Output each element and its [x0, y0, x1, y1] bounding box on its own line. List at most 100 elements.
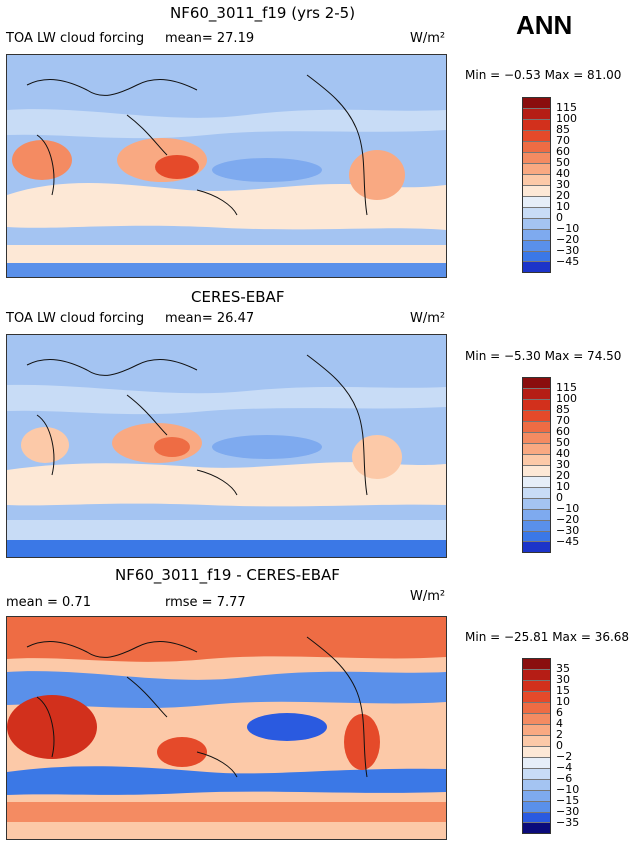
tick-label: 35	[556, 662, 570, 675]
tick-label: 50	[556, 436, 570, 449]
coastlines	[26, 74, 368, 216]
tick-label: −10	[556, 783, 580, 796]
northern-warm-band	[7, 617, 446, 662]
colorbar-swatch	[523, 230, 550, 241]
amazon-anomaly	[344, 714, 380, 770]
tick-label: −30	[556, 244, 580, 257]
tick-label: 30	[556, 178, 570, 191]
panel-1-mean: mean= 27.19	[165, 31, 255, 46]
panel-1-colorbar	[522, 97, 551, 273]
tick-label: 10	[556, 695, 570, 708]
panel-3-colorbar	[522, 658, 551, 834]
colorbar-swatch	[523, 389, 550, 400]
colorbar-swatch	[523, 521, 550, 532]
colorbar-swatch	[523, 164, 550, 175]
warm-pool-core	[155, 155, 199, 179]
colorbar-swatch	[523, 692, 550, 703]
tick-label: 40	[556, 167, 570, 180]
colorbar-swatch	[523, 813, 550, 823]
antarctic-band	[7, 540, 446, 557]
colorbar-swatch	[523, 400, 550, 411]
panel-3-title: NF60_3011_f19 - CERES-EBAF	[115, 566, 340, 584]
tick-label: −20	[556, 233, 580, 246]
tick-label: −45	[556, 255, 580, 268]
colorbar-swatch	[523, 758, 550, 769]
coastlines	[26, 354, 368, 496]
pacific-subtropics	[212, 435, 322, 459]
tick-label: 2	[556, 728, 563, 741]
colorbar-swatch	[523, 109, 550, 120]
tick-label: 0	[556, 491, 563, 504]
panel-3-units: W/m²	[410, 589, 446, 604]
colorbar-swatch	[523, 714, 550, 725]
tick-label: 100	[556, 112, 577, 125]
tick-label: 50	[556, 156, 570, 169]
colorbar-swatch	[523, 681, 550, 692]
colorbar-swatch	[523, 252, 550, 262]
colorbar-swatch	[523, 466, 550, 477]
tick-label: 30	[556, 673, 570, 686]
tick-label: 85	[556, 123, 570, 136]
tick-label: 20	[556, 469, 570, 482]
pacific-subtropics	[212, 158, 322, 182]
season-label: ANN	[516, 10, 573, 40]
tick-label: −10	[556, 222, 580, 235]
africa-convection	[21, 427, 69, 463]
tick-label: −2	[556, 750, 573, 763]
panel-2-variable: TOA LW cloud forcing	[6, 311, 145, 326]
colorbar-swatch	[523, 725, 550, 736]
africa-anomaly	[7, 695, 97, 759]
tick-label: 100	[556, 392, 577, 405]
tick-label: 0	[556, 211, 563, 224]
panel-1-minmax: Min = −0.53 Max = 81.00	[465, 68, 622, 82]
colorbar-swatch	[523, 659, 550, 670]
colorbar-swatch	[523, 175, 550, 186]
antarctic-band	[7, 263, 446, 277]
colorbar-swatch	[523, 510, 550, 521]
tick-label: 4	[556, 717, 563, 730]
panel-3-minmax: Min = −25.81 Max = 36.68	[465, 630, 630, 644]
pacific-cold-anomaly	[247, 713, 327, 741]
colorbar-swatch	[523, 823, 550, 833]
colorbar-swatch	[523, 378, 550, 389]
colorbar-swatch	[523, 703, 550, 714]
northern-band	[7, 109, 446, 139]
northern-cold-band	[7, 671, 446, 708]
tick-label: 70	[556, 414, 570, 427]
tick-label: 60	[556, 145, 570, 158]
colorbar-swatch	[523, 736, 550, 747]
tick-label: 15	[556, 684, 570, 697]
colorbar-swatch	[523, 153, 550, 164]
colorbar-swatch	[523, 142, 550, 153]
colorbar-swatch	[523, 120, 550, 131]
panel-1-map	[6, 54, 447, 278]
tropical-band	[7, 183, 446, 230]
panel-2-minmax: Min = −5.30 Max = 74.50	[465, 349, 622, 363]
colorbar-swatch	[523, 186, 550, 197]
colorbar-swatch	[523, 499, 550, 510]
colorbar-swatch	[523, 532, 550, 542]
panel-1-title: NF60_3011_f19 (yrs 2-5)	[170, 4, 356, 22]
amazon-convection	[349, 150, 405, 200]
colorbar-swatch	[523, 670, 550, 681]
colorbar-swatch	[523, 131, 550, 142]
colorbar-swatch	[523, 219, 550, 230]
tick-label: 10	[556, 200, 570, 213]
panel-2-units: W/m²	[410, 311, 446, 326]
tick-label: 30	[556, 458, 570, 471]
colorbar-swatch	[523, 197, 550, 208]
panel-2-title: CERES-EBAF	[191, 288, 285, 306]
colorbar-swatch	[523, 769, 550, 780]
colorbar-swatch	[523, 488, 550, 499]
colorbar-swatch	[523, 262, 550, 272]
colorbar-swatch	[523, 791, 550, 802]
tropical-cold-band	[7, 766, 446, 795]
tick-label: −10	[556, 502, 580, 515]
panel-2-colorbar	[522, 377, 551, 553]
panel-3-map	[6, 616, 447, 840]
coastlines	[26, 636, 368, 778]
colorbar-swatch	[523, 98, 550, 109]
tick-label: −15	[556, 794, 580, 807]
tick-label: 115	[556, 381, 577, 394]
colorbar-swatch	[523, 477, 550, 488]
